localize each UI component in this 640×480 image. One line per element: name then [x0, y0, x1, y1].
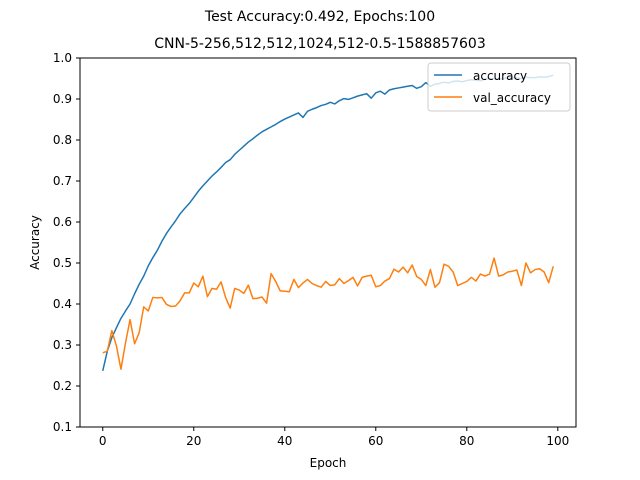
- x-axis-label: Epoch: [310, 456, 347, 470]
- y-tick-label: 0.7: [53, 174, 72, 188]
- x-tick-label: 100: [546, 434, 569, 448]
- legend-label-accuracy: accuracy: [473, 69, 527, 83]
- series-points-val-accuracy: [103, 258, 554, 369]
- chart-subtitle: CNN-5-256,512,512,1024,512-0.5-158885760…: [154, 36, 486, 52]
- y-axis-ticks: 0.1 0.2 0.3 0.4 0.5 0.6 0.7 0.8 0.9 1.0: [53, 51, 80, 434]
- y-tick-label: 0.8: [53, 133, 72, 147]
- y-tick-label: 1.0: [53, 51, 72, 65]
- series-line-val-accuracy: [102, 257, 554, 370]
- y-axis-label: Accuracy: [28, 215, 42, 270]
- legend-label-val-accuracy: val_accuracy: [473, 91, 551, 105]
- x-tick-label: 60: [368, 434, 383, 448]
- series-line-accuracy: [102, 74, 554, 371]
- y-tick-label: 0.2: [53, 379, 72, 393]
- plot-area: [102, 74, 554, 371]
- x-tick-label: 20: [186, 434, 201, 448]
- y-tick-label: 0.5: [53, 256, 72, 270]
- y-tick-label: 0.1: [53, 420, 72, 434]
- series-points-accuracy: [103, 75, 554, 371]
- x-tick-label: 80: [459, 434, 474, 448]
- x-tick-label: 40: [277, 434, 292, 448]
- x-axis-ticks: 0 20 40 60 80 100: [99, 427, 569, 448]
- y-tick-label: 0.3: [53, 338, 72, 352]
- y-tick-label: 0.4: [53, 297, 72, 311]
- chart-title: Test Accuracy:0.492, Epochs:100: [204, 9, 435, 25]
- legend-box: [427, 62, 571, 112]
- x-tick-label: 0: [99, 434, 107, 448]
- y-tick-label: 0.6: [53, 215, 72, 229]
- legend: accuracy val_accuracy: [427, 62, 571, 112]
- y-tick-label: 0.9: [53, 92, 72, 106]
- plot-frame: [79, 57, 577, 428]
